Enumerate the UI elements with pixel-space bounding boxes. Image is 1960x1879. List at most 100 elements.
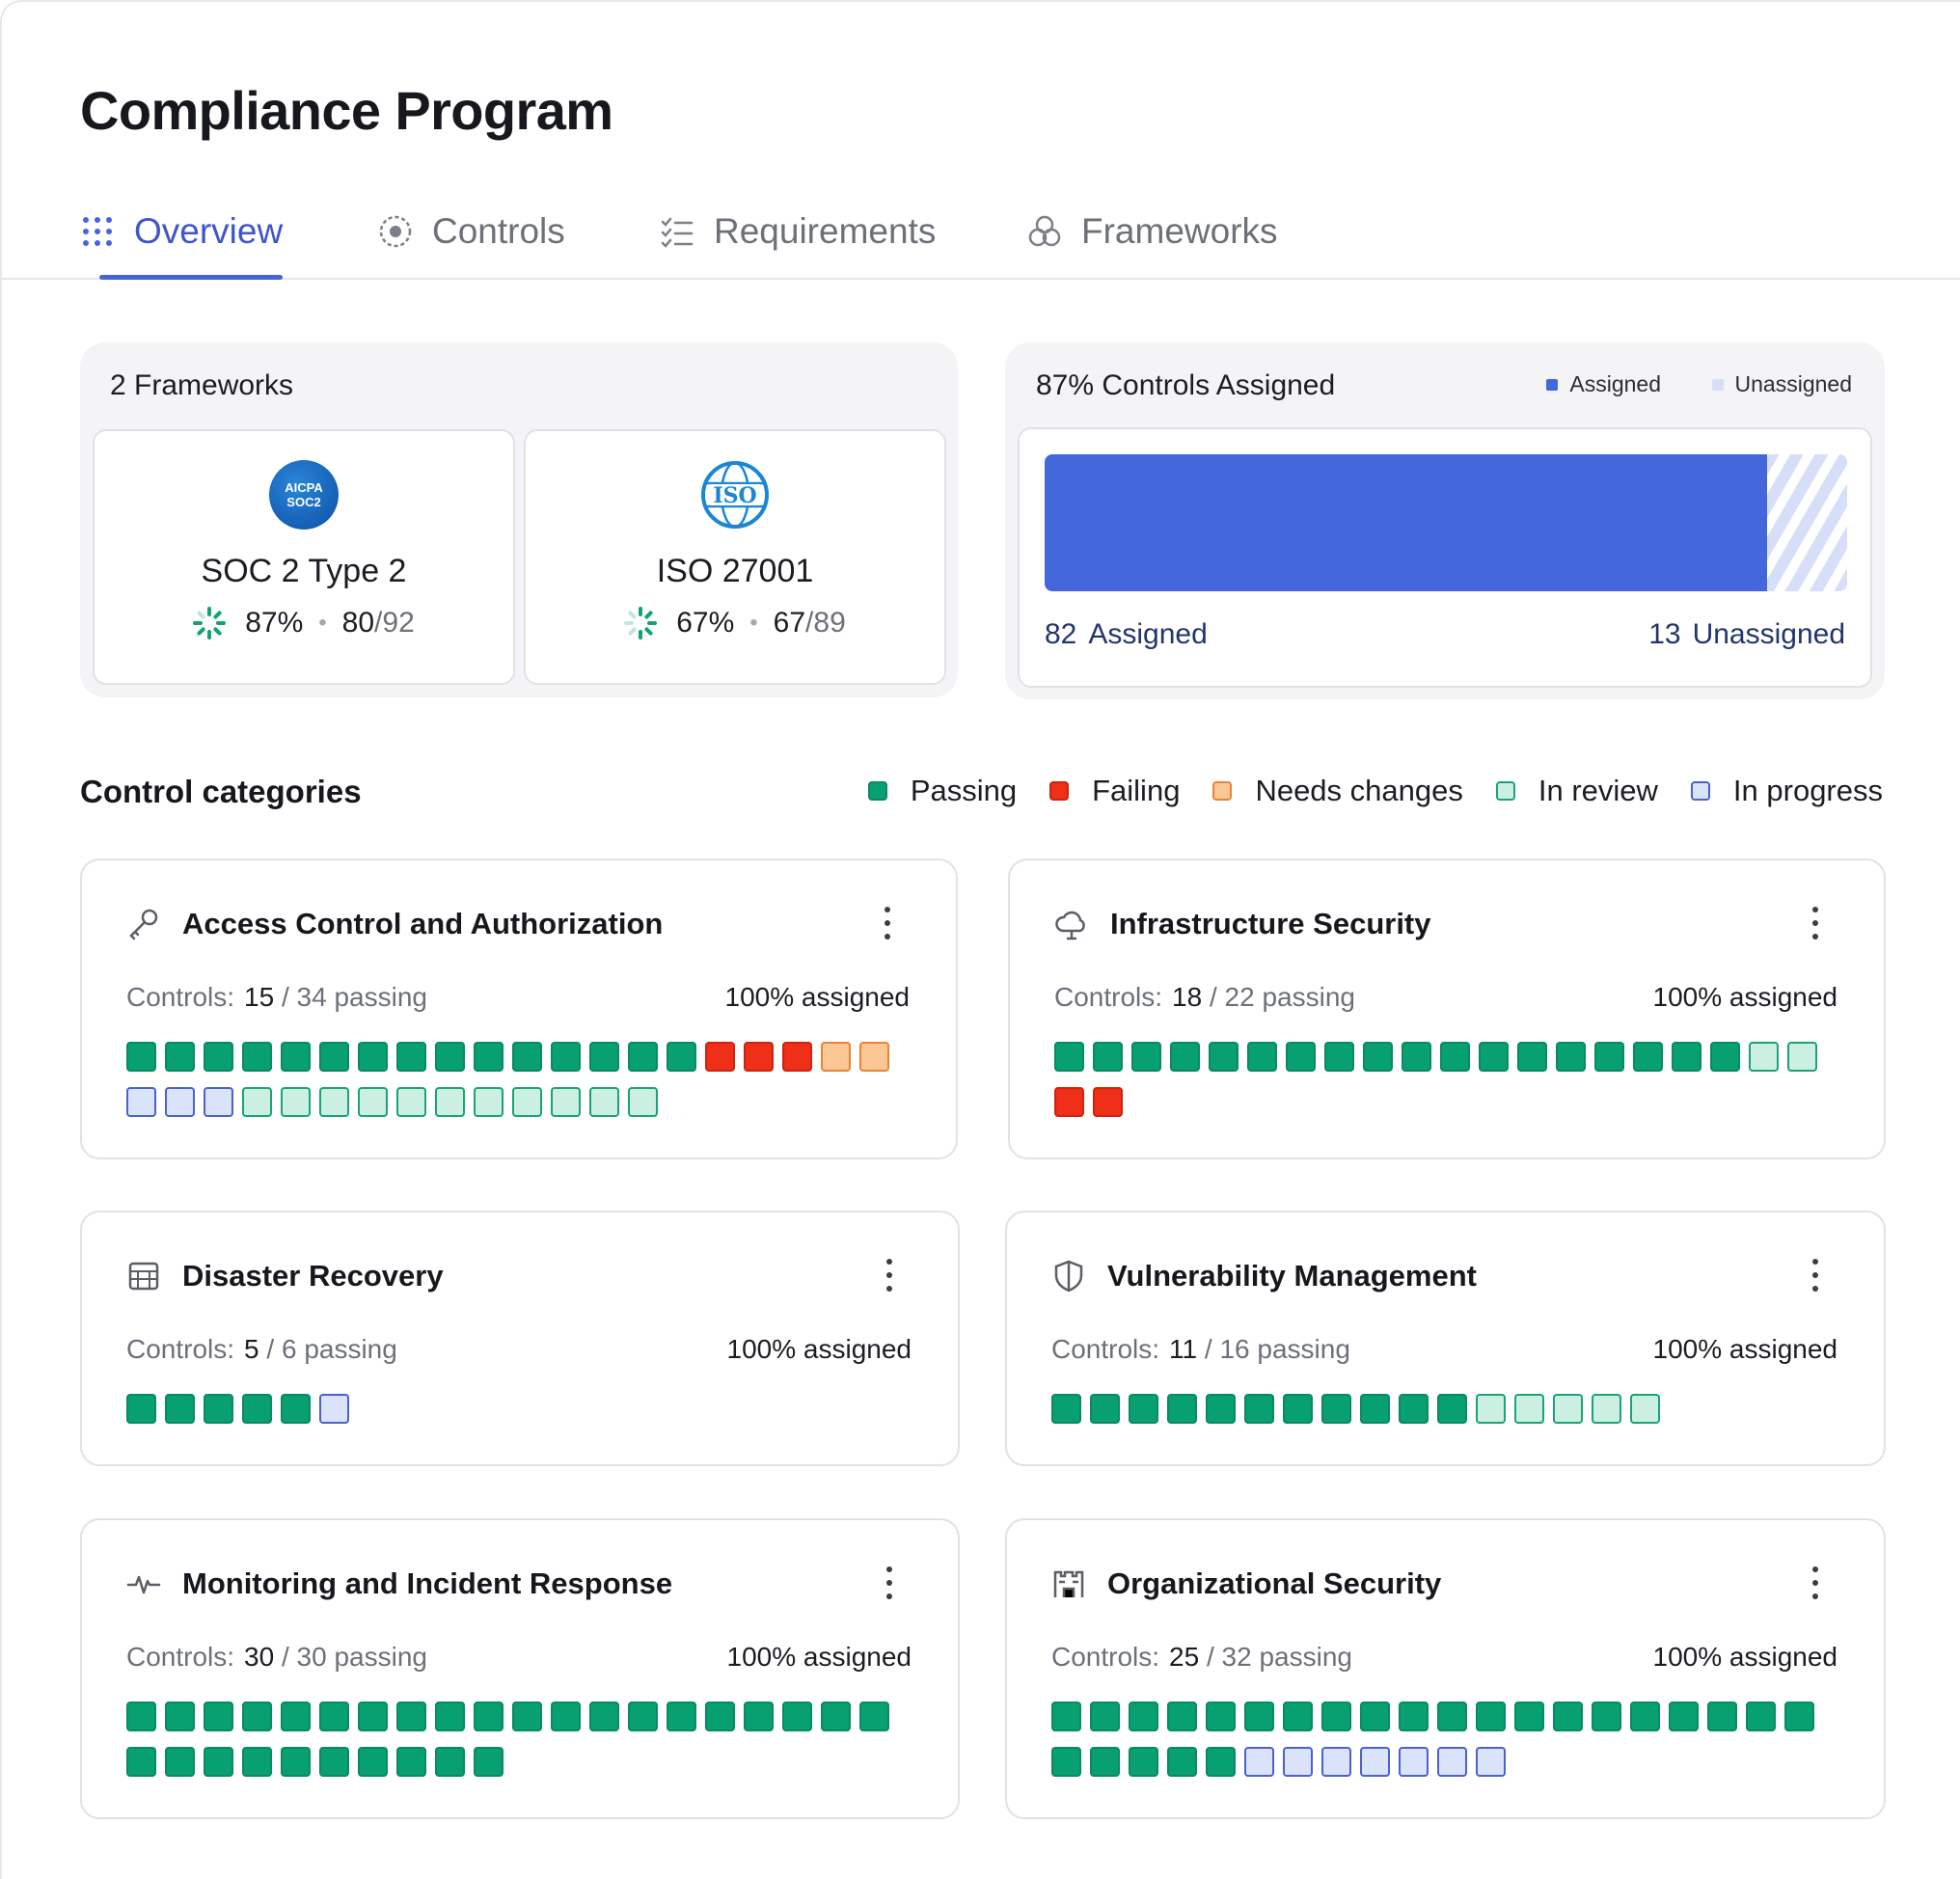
control-square-passing[interactable] [165,1394,195,1424]
control-square-passing[interactable] [1360,1702,1390,1731]
framework-card-soc2[interactable]: AICPA SOC2 SOC 2 Type 2 87% • 80/92 [93,429,515,685]
control-square-passing[interactable] [165,1702,195,1731]
control-square-passing[interactable] [1363,1042,1393,1072]
control-square-passing[interactable] [396,1702,426,1731]
control-square-review[interactable] [1592,1394,1621,1424]
control-square-passing[interactable] [1437,1394,1467,1424]
control-square-passing[interactable] [667,1702,696,1731]
control-square-passing[interactable] [396,1042,426,1072]
category-card[interactable]: Access Control and Authorization Controls… [80,858,958,1159]
control-square-passing[interactable] [281,1394,311,1424]
control-square-passing[interactable] [1476,1702,1506,1731]
control-square-progress[interactable] [1399,1747,1429,1777]
control-square-review[interactable] [1787,1042,1817,1072]
control-square-passing[interactable] [1167,1394,1197,1424]
control-square-passing[interactable] [744,1702,774,1731]
control-square-progress[interactable] [1360,1747,1390,1777]
control-square-passing[interactable] [126,1042,156,1072]
control-square-progress[interactable] [1321,1747,1351,1777]
control-square-review[interactable] [1630,1394,1660,1424]
control-square-passing[interactable] [358,1702,388,1731]
control-square-passing[interactable] [1247,1042,1277,1072]
control-square-passing[interactable] [281,1747,311,1777]
control-square-passing[interactable] [1283,1702,1313,1731]
control-square-needs[interactable] [859,1042,889,1072]
control-square-review[interactable] [281,1087,311,1117]
control-square-review[interactable] [319,1087,349,1117]
control-square-failing[interactable] [744,1042,774,1072]
control-square-failing[interactable] [705,1042,735,1072]
control-square-passing[interactable] [551,1702,581,1731]
control-square-passing[interactable] [1594,1042,1624,1072]
more-menu-icon[interactable] [885,1566,894,1599]
control-square-passing[interactable] [589,1042,619,1072]
category-card[interactable]: Disaster Recovery Controls: 5 / 6 passing 1… [80,1211,960,1466]
control-square-needs[interactable] [821,1042,851,1072]
control-square-progress[interactable] [1244,1747,1274,1777]
more-menu-icon[interactable] [885,1259,894,1292]
tab-frameworks[interactable]: Frameworks [1027,185,1278,278]
control-square-passing[interactable] [1710,1042,1740,1072]
control-square-passing[interactable] [1440,1042,1470,1072]
tab-overview[interactable]: Overview [80,185,284,280]
control-square-passing[interactable] [1051,1702,1081,1731]
control-square-review[interactable] [551,1087,581,1117]
control-square-passing[interactable] [1131,1042,1161,1072]
control-square-passing[interactable] [1283,1394,1313,1424]
control-square-passing[interactable] [1244,1702,1274,1731]
control-square-progress[interactable] [1437,1747,1467,1777]
control-square-passing[interactable] [204,1702,233,1731]
control-square-review[interactable] [1553,1394,1583,1424]
control-square-passing[interactable] [358,1747,388,1777]
control-square-passing[interactable] [1517,1042,1547,1072]
control-square-passing[interactable] [1399,1394,1429,1424]
more-menu-icon[interactable] [883,907,892,940]
control-square-passing[interactable] [396,1747,426,1777]
category-card[interactable]: Organizational Security Controls: 25 / 32 … [1005,1518,1886,1819]
control-square-passing[interactable] [1633,1042,1663,1072]
control-square-passing[interactable] [1437,1702,1467,1731]
control-square-passing[interactable] [821,1702,851,1731]
control-square-passing[interactable] [242,1394,272,1424]
control-square-passing[interactable] [1360,1394,1390,1424]
control-square-passing[interactable] [204,1394,233,1424]
control-square-passing[interactable] [242,1747,272,1777]
control-square-passing[interactable] [435,1747,465,1777]
control-square-progress[interactable] [1283,1747,1313,1777]
category-card[interactable]: Monitoring and Incident Response Controls… [80,1518,960,1819]
control-square-review[interactable] [396,1087,426,1117]
control-square-passing[interactable] [1556,1042,1586,1072]
control-square-passing[interactable] [1170,1042,1200,1072]
control-square-passing[interactable] [1286,1042,1316,1072]
control-square-passing[interactable] [204,1042,233,1072]
control-square-review[interactable] [512,1087,542,1117]
control-square-passing[interactable] [126,1394,156,1424]
control-square-passing[interactable] [1746,1702,1776,1731]
control-square-passing[interactable] [551,1042,581,1072]
control-square-passing[interactable] [1167,1702,1197,1731]
control-square-passing[interactable] [474,1747,504,1777]
control-square-passing[interactable] [319,1702,349,1731]
control-square-review[interactable] [435,1087,465,1117]
control-square-passing[interactable] [1167,1747,1197,1777]
control-square-passing[interactable] [1244,1394,1274,1424]
control-square-progress[interactable] [204,1087,233,1117]
control-square-review[interactable] [1749,1042,1779,1072]
category-card[interactable]: Infrastructure Security Controls: 18 / 22 … [1008,858,1886,1159]
control-square-passing[interactable] [1630,1702,1660,1731]
control-square-passing[interactable] [1514,1702,1544,1731]
control-square-passing[interactable] [1784,1702,1814,1731]
control-square-passing[interactable] [319,1747,349,1777]
control-square-passing[interactable] [1090,1702,1120,1731]
control-square-progress[interactable] [1476,1747,1506,1777]
control-square-passing[interactable] [1129,1747,1158,1777]
control-square-failing[interactable] [1093,1087,1123,1117]
control-square-progress[interactable] [165,1087,195,1117]
control-square-passing[interactable] [589,1702,619,1731]
control-square-passing[interactable] [782,1702,812,1731]
tab-controls[interactable]: Controls [378,185,565,278]
control-square-passing[interactable] [165,1747,195,1777]
control-square-passing[interactable] [1054,1042,1084,1072]
control-square-passing[interactable] [1479,1042,1509,1072]
control-square-passing[interactable] [474,1042,504,1072]
